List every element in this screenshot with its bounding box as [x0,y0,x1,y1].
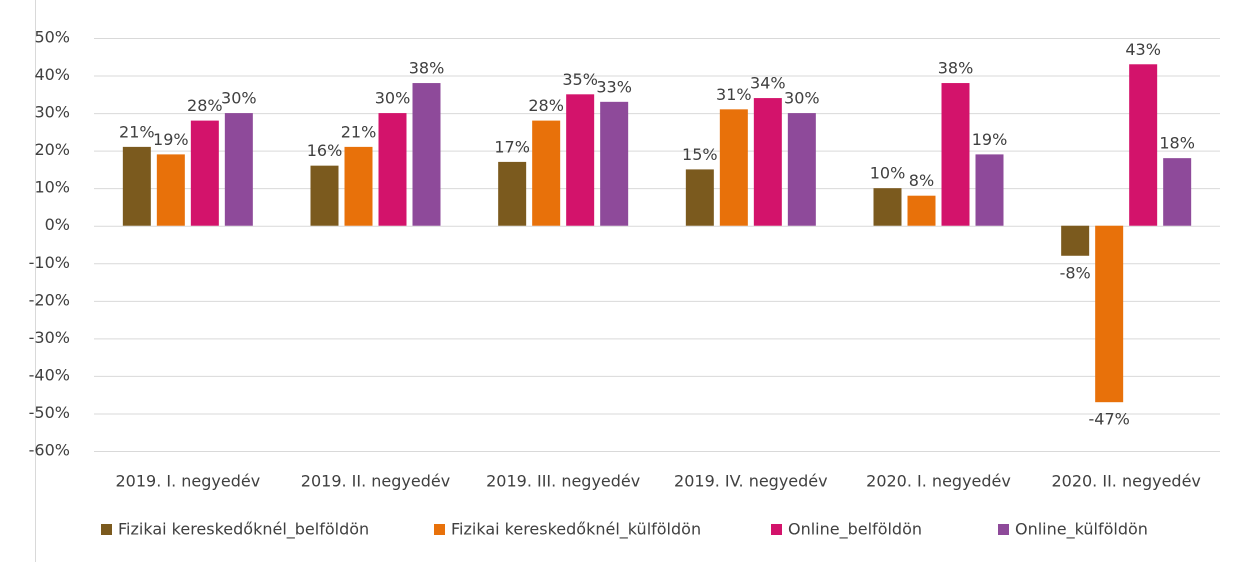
data-label: 30% [784,89,820,108]
data-label: 28% [187,96,223,115]
x-tick-label: 2020. I. negyedév [866,472,1011,491]
bar [190,120,219,226]
data-label: 21% [119,122,155,141]
data-label: 16% [307,141,343,160]
bar [532,120,561,226]
data-label: 19% [972,130,1008,149]
legend-label: Fizikai kereskedőknél_külföldön [451,520,701,540]
data-label: 31% [716,85,752,104]
x-tick-label: 2019. II. negyedév [301,472,450,491]
data-label: 43% [1125,40,1161,59]
x-tick-label: 2019. IV. negyedév [674,472,828,491]
legend-label: Online_külföldön [1015,520,1148,540]
y-tick-label: -10% [29,253,70,272]
bar [378,113,407,226]
bar [907,195,936,226]
bar [719,109,748,226]
bar [600,101,629,226]
data-label: 8% [909,171,934,190]
x-tick-label: 2019. III. negyedév [486,472,640,491]
legend-swatch [434,524,445,535]
bar [941,83,970,226]
bar [412,83,441,226]
y-tick-label: 30% [34,103,70,122]
bar [685,169,714,226]
legend-label: Online_belföldön [788,520,922,540]
bar [344,146,373,226]
bar [787,113,816,226]
bar [310,165,339,226]
bar [1163,158,1192,226]
bar [975,154,1004,226]
y-tick-label: 50% [34,28,70,47]
y-tick-label: 20% [34,140,70,159]
data-label: 10% [870,164,906,183]
data-label: 18% [1159,134,1195,153]
x-tick-label: 2020. II. negyedév [1051,472,1200,491]
data-label: 30% [375,89,411,108]
data-label: 34% [750,74,786,93]
y-tick-label: -60% [29,441,70,460]
bar [1061,225,1090,256]
y-tick-label: -30% [29,328,70,347]
legend-swatch [998,524,1009,535]
x-tick-label: 2019. I. negyedév [115,472,260,491]
legend-swatch [771,524,782,535]
legend-label: Fizikai kereskedőknél_belföldön [118,520,369,540]
bar [1129,64,1158,226]
data-label: 30% [221,89,257,108]
y-tick-label: 40% [34,65,70,84]
data-label: 19% [153,130,189,149]
y-tick-label: 10% [34,178,70,197]
bar [1095,225,1124,403]
data-label: 15% [682,145,718,164]
bar [566,94,595,226]
y-tick-label: -20% [29,290,70,309]
y-tick-label: 0% [45,215,70,234]
y-tick-label: -40% [29,365,70,384]
data-label: 28% [528,96,564,115]
data-label: 17% [494,137,530,156]
data-label: 38% [409,59,445,78]
bar [753,98,782,226]
bar [156,154,185,226]
data-label: 33% [596,77,632,96]
data-label: -47% [1088,410,1129,429]
legend-swatch [101,524,112,535]
data-label: 38% [938,59,974,78]
y-tick-label: -50% [29,403,70,422]
data-label: 35% [562,70,598,89]
bar [498,161,527,226]
bar [873,188,902,226]
data-label: -8% [1060,263,1091,282]
bar [224,113,253,226]
data-label: 21% [341,122,377,141]
bar [122,146,151,226]
